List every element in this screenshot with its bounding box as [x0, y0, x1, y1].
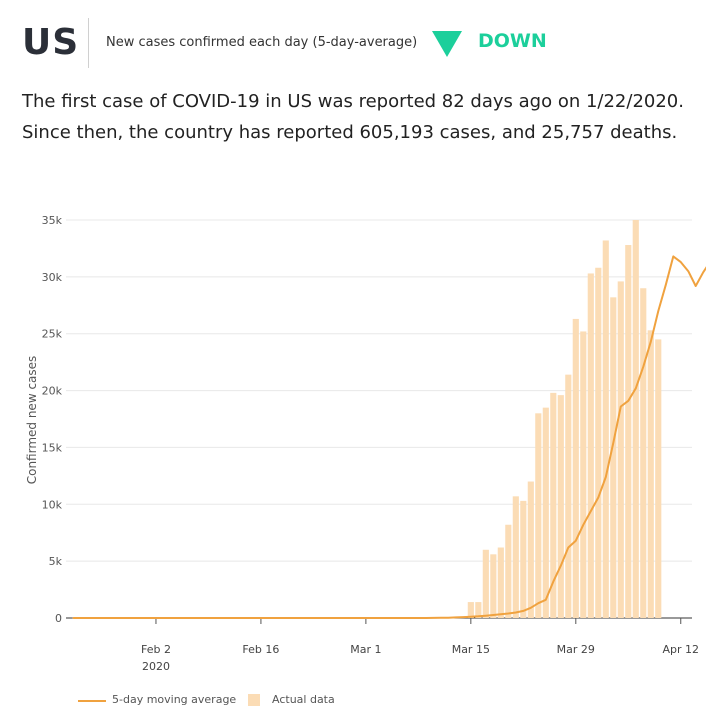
bar	[490, 554, 497, 618]
summary-text: The first case of COVID-19 in US was rep…	[22, 86, 692, 148]
bar	[617, 281, 624, 618]
chart-subtitle: New cases confirmed each day (5-day-aver…	[106, 35, 418, 50]
y-tick-label: 25k	[42, 328, 63, 341]
x-tick-label: Feb 2	[141, 643, 171, 656]
bar	[632, 220, 639, 618]
summary-line-2: Since then, the country has reported 605…	[22, 122, 678, 143]
y-tick-label: 5k	[49, 555, 63, 568]
bar	[475, 602, 482, 618]
x-tick-label: Mar 29	[557, 643, 595, 656]
y-tick-label: 15k	[42, 441, 63, 454]
x-tick-sublabel: 2020	[142, 660, 170, 673]
bar	[647, 330, 654, 618]
y-tick-label: 30k	[42, 271, 63, 284]
bar	[610, 297, 617, 618]
bar	[565, 374, 572, 618]
bar	[482, 549, 489, 618]
bar	[587, 273, 594, 618]
legend-bar-swatch	[248, 694, 260, 706]
bar	[520, 500, 527, 618]
y-tick-label: 20k	[42, 385, 63, 398]
summary-line-1: The first case of COVID-19 in US was rep…	[22, 91, 684, 112]
y-axis-title: Confirmed new cases	[25, 356, 39, 485]
legend-item-line: 5-day moving average	[78, 693, 236, 706]
bar	[550, 392, 557, 618]
bar	[497, 547, 504, 618]
bar	[512, 496, 519, 618]
x-tick-label: Mar 15	[452, 643, 490, 656]
bar	[625, 245, 632, 618]
y-tick-label: 10k	[42, 498, 63, 511]
legend-item-bar: Actual data	[248, 693, 335, 706]
bar	[595, 267, 602, 618]
bar	[655, 339, 662, 618]
moving-average-line	[72, 255, 706, 619]
bar	[505, 524, 512, 618]
triangle-down-icon	[432, 31, 462, 57]
legend-line-swatch	[78, 700, 106, 702]
legend-bar-label: Actual data	[272, 693, 335, 706]
y-tick-label: 35k	[42, 214, 63, 227]
country-title: US	[22, 22, 80, 63]
y-tick-label: 0	[55, 612, 62, 625]
bar	[542, 407, 549, 618]
bar	[580, 331, 587, 618]
bar	[557, 395, 564, 618]
header-divider	[88, 18, 89, 68]
header: US New cases confirmed each day (5-day-a…	[0, 0, 706, 80]
x-tick-label: Feb 16	[242, 643, 279, 656]
bar	[602, 240, 609, 618]
trend-label: DOWN	[478, 30, 547, 52]
bar	[527, 481, 534, 618]
bar	[535, 413, 542, 618]
bar	[640, 288, 647, 618]
bar	[572, 318, 579, 618]
x-tick-label: Apr 12	[662, 643, 699, 656]
legend-line-label: 5-day moving average	[112, 693, 237, 706]
x-tick-label: Mar 1	[350, 643, 381, 656]
bar	[467, 602, 474, 618]
